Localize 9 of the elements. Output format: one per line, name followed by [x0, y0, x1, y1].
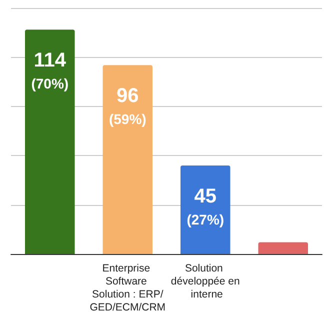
bar	[258, 242, 308, 254]
data-label: 96 (59%)	[108, 85, 146, 128]
bar	[180, 165, 230, 254]
bar	[24, 30, 75, 254]
bar	[102, 65, 153, 254]
x-tick-label: Solution développée en interne	[170, 262, 240, 300]
data-label: 114 (70%)	[31, 50, 69, 92]
data-label: 45 (27%)	[186, 185, 224, 228]
x-tick-label: Enterprise Software Solution : ERP/GED/ECM/CRM	[90, 262, 166, 314]
